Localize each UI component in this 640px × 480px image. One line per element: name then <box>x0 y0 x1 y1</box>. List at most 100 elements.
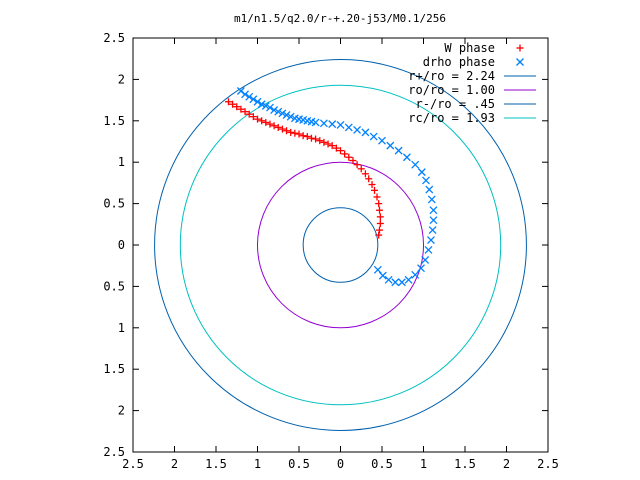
drho-phase-point-b <box>353 125 362 134</box>
drho-phase-point <box>411 270 420 279</box>
drho-phase-point-b <box>286 112 295 121</box>
w-phase-point <box>375 231 383 239</box>
drho-phase-point-b <box>270 106 279 114</box>
drho-phase-point <box>386 141 395 150</box>
y-tick-label: 1 <box>118 321 125 335</box>
drho-phase-point-b <box>253 97 262 106</box>
drho-phase-point <box>253 97 262 106</box>
x-tick-label: 1 <box>420 457 427 471</box>
drho-phase-point <box>265 103 274 112</box>
drho-phase-point-b <box>429 216 438 225</box>
legend-label: W phase <box>444 41 495 55</box>
w-phase-point <box>274 123 282 131</box>
circle-series <box>154 59 527 431</box>
w-phase-point <box>295 130 303 138</box>
x-tick-label: 0 <box>337 457 344 471</box>
chart-title: m1/n1.5/q2.0/r-+.20-j53/M0.1/256 <box>234 12 446 25</box>
drho-phase-point <box>421 255 430 264</box>
data-points <box>224 87 438 287</box>
w-phase-point <box>291 129 299 137</box>
drho-phase-point <box>270 106 279 114</box>
drho-phase-point <box>427 195 436 204</box>
w-phase-point <box>332 144 340 152</box>
drho-phase-point-b <box>282 111 291 119</box>
drho-phase-point <box>429 206 438 215</box>
w-phase-point <box>287 128 295 136</box>
drho-phase-point-b <box>261 101 270 110</box>
drho-phase-point <box>402 153 411 162</box>
drho-phase-point-b <box>311 118 320 127</box>
drho-phase-point-b <box>427 195 436 204</box>
y-tick-label: 1.5 <box>103 362 125 376</box>
drho-phase-point-b <box>428 226 437 235</box>
drho-phase-point <box>282 111 291 119</box>
drho-phase-point-b <box>328 120 337 129</box>
w-phase-point <box>258 117 266 125</box>
w-phase-point <box>312 135 320 143</box>
drho-phase-point-b <box>319 119 328 128</box>
drho-phase-point <box>249 95 258 104</box>
drho-phase-point <box>278 109 287 118</box>
drho-phase-point <box>378 136 386 145</box>
drho-phase-point-b <box>303 116 312 125</box>
w-phase-point <box>283 127 291 135</box>
drho-phase-point-b <box>421 255 430 264</box>
legend-label: ro/ro = 1.00 <box>408 83 495 97</box>
w-phase-point <box>316 137 324 145</box>
drho-phase-point <box>344 123 353 132</box>
drho-phase-point <box>274 107 283 116</box>
y-tick-label: 1 <box>118 155 125 169</box>
drho-phase-point-b <box>391 278 400 287</box>
legend-label: drho phase <box>423 55 495 69</box>
drho-phase-point-b <box>265 103 274 112</box>
w-phase-point <box>361 170 369 178</box>
w-phase-point <box>299 132 307 140</box>
drho-phase-point-b <box>425 185 434 194</box>
x-tick-label: 2.5 <box>537 457 559 471</box>
w-phase-point <box>376 206 384 214</box>
w-phase-point <box>233 103 241 111</box>
drho-phase-point-b <box>411 160 420 169</box>
x-tick-label: 0.5 <box>371 457 393 471</box>
drho-phase-point-b <box>417 168 426 177</box>
drho-phase-point <box>319 119 328 128</box>
y-tick-label: 2.5 <box>103 31 125 45</box>
w-phase-point <box>368 181 376 189</box>
x-tick-label: 2 <box>171 457 178 471</box>
x-tick-label: 1.5 <box>454 457 476 471</box>
drho-phase-point <box>404 275 413 284</box>
drho-phase-point <box>417 168 426 177</box>
drho-phase-point <box>391 278 400 287</box>
w-phase-point <box>262 118 270 126</box>
drho-phase-point-b <box>402 153 411 162</box>
w-phase-point <box>278 125 286 133</box>
w-phase-point <box>365 175 373 183</box>
legend-marker-b <box>516 58 524 66</box>
x-tick-label: 1.5 <box>205 457 227 471</box>
drho-phase-point-b <box>361 128 370 137</box>
legend-label: r+/ro = 2.24 <box>408 69 495 83</box>
w-phase-point <box>249 113 257 121</box>
drho-phase-point <box>257 100 266 109</box>
w-phase-point <box>375 200 383 208</box>
w-phase-point <box>320 138 328 146</box>
legend-marker <box>516 58 524 66</box>
w-phase-point <box>307 134 315 142</box>
drho-phase-point-b <box>257 100 266 109</box>
drho-phase-point-b <box>369 132 378 141</box>
drho-phase-point <box>422 176 430 185</box>
drho-phase-point <box>328 120 337 129</box>
drho-phase-point-b <box>278 109 287 118</box>
drho-phase-point-b <box>290 114 299 123</box>
drho-phase-point-b <box>344 123 353 132</box>
drho-phase-point-b <box>249 95 258 104</box>
drho-phase-point-b <box>417 264 425 273</box>
drho-phase-point-b <box>429 206 438 215</box>
y-tick-label: 1.5 <box>103 114 125 128</box>
drho-phase-point <box>336 120 345 129</box>
circle-series <box>179 84 502 406</box>
y-tick-label: 2.5 <box>103 445 125 459</box>
w-phase-point <box>376 219 384 227</box>
drho-phase-point-b <box>378 271 387 280</box>
drho-phase-point <box>286 112 295 121</box>
